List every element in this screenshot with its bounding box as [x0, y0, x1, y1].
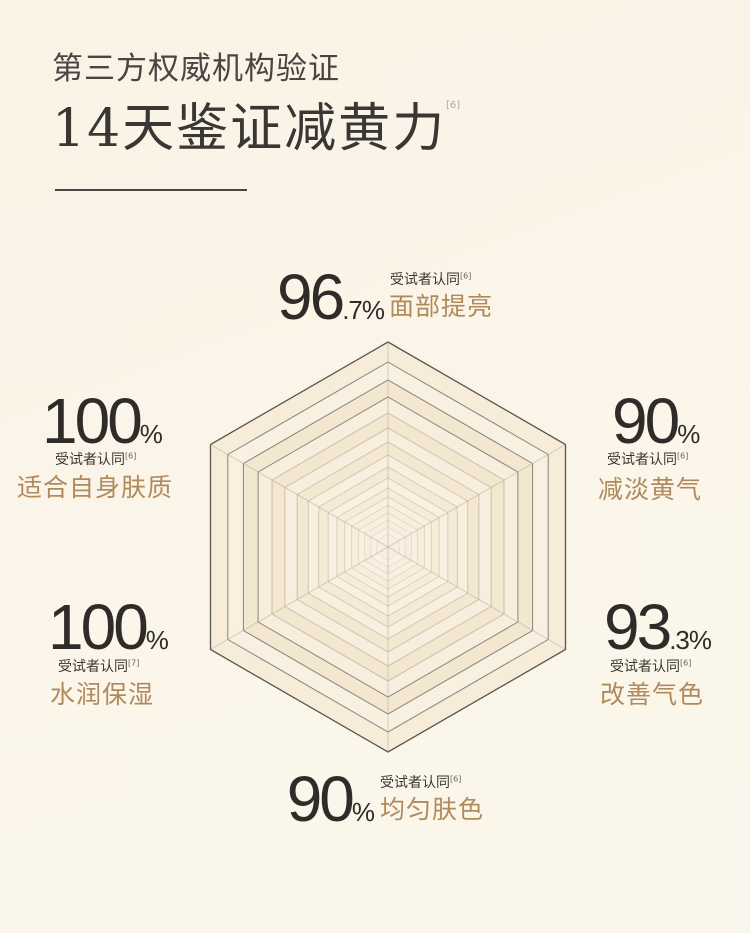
- stat-feature-right-top: 减淡黄气: [598, 475, 703, 504]
- stat-note-right-bottom: 受试者认同[6]: [610, 658, 692, 675]
- page-title: 14天鉴证减黄力: [52, 99, 447, 159]
- hexagon-ring: [376, 533, 400, 561]
- stat-number-top: 96.7%: [277, 261, 385, 333]
- stat-note-right-top: 受试者认同[6]: [607, 451, 689, 468]
- stat-note-top: 受试者认同[6]: [390, 271, 472, 288]
- stat-feature-left-top: 适合自身肤质: [17, 473, 174, 502]
- stat-note-left-top: 受试者认同[6]: [55, 451, 137, 468]
- stat-feature-right-bottom: 改善气色: [600, 680, 705, 709]
- stat-number-left-top: 100%: [42, 385, 163, 457]
- stat-note-left-bottom: 受试者认同[7]: [58, 658, 140, 675]
- hexagon-axis: [210, 444, 566, 650]
- stat-feature-left-bottom: 水润保湿: [50, 680, 155, 709]
- stat-number-right-top: 90%: [612, 385, 700, 457]
- stat-number-right-bottom: 93.3%: [604, 591, 712, 663]
- subtitle: 第三方权威机构验证: [52, 51, 340, 87]
- title-reference: [6]: [446, 100, 461, 111]
- stat-feature-top: 面部提亮: [389, 292, 494, 321]
- divider: [55, 189, 247, 191]
- hexagon-ring: [370, 526, 406, 568]
- stat-feature-bottom: 均匀肤色: [380, 795, 485, 824]
- hexagon-axis: [210, 444, 566, 650]
- stat-number-left-bottom: 100%: [48, 591, 169, 663]
- stat-note-bottom: 受试者认同[6]: [380, 774, 462, 791]
- stat-number-bottom: 90%: [286, 763, 375, 835]
